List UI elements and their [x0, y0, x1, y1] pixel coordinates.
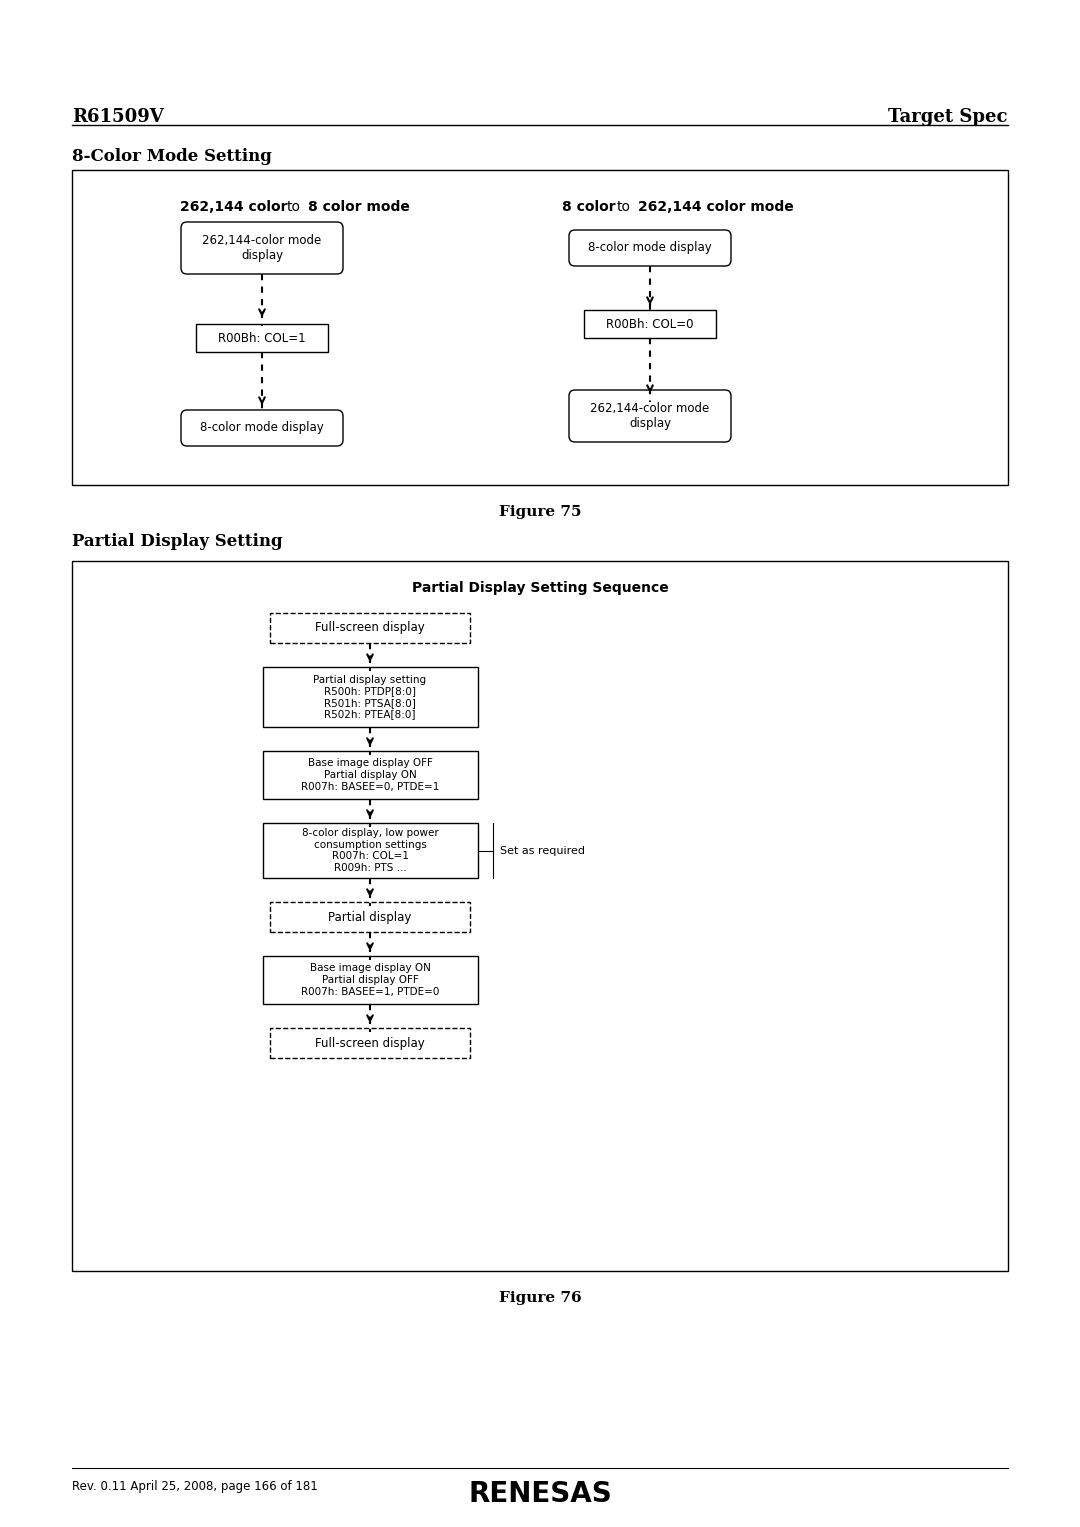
- Text: Rev. 0.11 April 25, 2008, page 166 of 181: Rev. 0.11 April 25, 2008, page 166 of 18…: [72, 1480, 318, 1493]
- Text: Partial display setting
R500h: PTDP[8:0]
R501h: PTSA[8:0]
R502h: PTEA[8:0]: Partial display setting R500h: PTDP[8:0]…: [313, 675, 427, 719]
- FancyBboxPatch shape: [569, 231, 731, 266]
- Text: R00Bh: COL=1: R00Bh: COL=1: [218, 331, 306, 345]
- Text: Target Spec: Target Spec: [889, 108, 1008, 127]
- Text: Base image display OFF
Partial display ON
R007h: BASEE=0, PTDE=1: Base image display OFF Partial display O…: [301, 759, 440, 791]
- Text: 8 color: 8 color: [562, 200, 616, 214]
- FancyBboxPatch shape: [181, 221, 343, 273]
- Text: 262,144-color mode
display: 262,144-color mode display: [591, 402, 710, 431]
- FancyBboxPatch shape: [262, 956, 477, 1003]
- Text: 8-color mode display: 8-color mode display: [200, 421, 324, 435]
- FancyBboxPatch shape: [181, 411, 343, 446]
- Text: 8-color mode display: 8-color mode display: [589, 241, 712, 255]
- Text: Full-screen display: Full-screen display: [315, 621, 424, 635]
- Text: Figure 75: Figure 75: [499, 505, 581, 519]
- FancyBboxPatch shape: [262, 751, 477, 799]
- Text: Partial Display Setting: Partial Display Setting: [72, 533, 283, 550]
- FancyBboxPatch shape: [569, 389, 731, 441]
- Text: Partial display: Partial display: [328, 910, 411, 924]
- Text: 8 color mode: 8 color mode: [308, 200, 410, 214]
- Text: R61509V: R61509V: [72, 108, 164, 127]
- FancyBboxPatch shape: [270, 612, 470, 643]
- FancyBboxPatch shape: [72, 560, 1008, 1270]
- Text: to: to: [287, 200, 301, 214]
- Text: Figure 76: Figure 76: [499, 1290, 581, 1306]
- FancyBboxPatch shape: [262, 667, 477, 727]
- Text: Partial Display Setting Sequence: Partial Display Setting Sequence: [411, 580, 669, 596]
- FancyBboxPatch shape: [195, 324, 328, 353]
- Text: 262,144-color mode
display: 262,144-color mode display: [202, 234, 322, 263]
- Text: 8-color display, low power
consumption settings
R007h: COL=1
R009h: PTS ...: 8-color display, low power consumption s…: [301, 828, 438, 873]
- Text: Full-screen display: Full-screen display: [315, 1037, 424, 1049]
- FancyBboxPatch shape: [262, 823, 477, 878]
- FancyBboxPatch shape: [584, 310, 716, 337]
- Text: R00Bh: COL=0: R00Bh: COL=0: [606, 318, 693, 330]
- Text: 262,144 color: 262,144 color: [180, 200, 287, 214]
- Text: RENESAS: RENESAS: [468, 1480, 612, 1509]
- Text: Set as required: Set as required: [500, 846, 585, 855]
- FancyBboxPatch shape: [270, 902, 470, 931]
- Text: 262,144 color mode: 262,144 color mode: [638, 200, 794, 214]
- Text: to: to: [617, 200, 631, 214]
- Text: 8-Color Mode Setting: 8-Color Mode Setting: [72, 148, 272, 165]
- FancyBboxPatch shape: [270, 1028, 470, 1058]
- Text: Base image display ON
Partial display OFF
R007h: BASEE=1, PTDE=0: Base image display ON Partial display OF…: [301, 964, 440, 997]
- FancyBboxPatch shape: [72, 169, 1008, 486]
